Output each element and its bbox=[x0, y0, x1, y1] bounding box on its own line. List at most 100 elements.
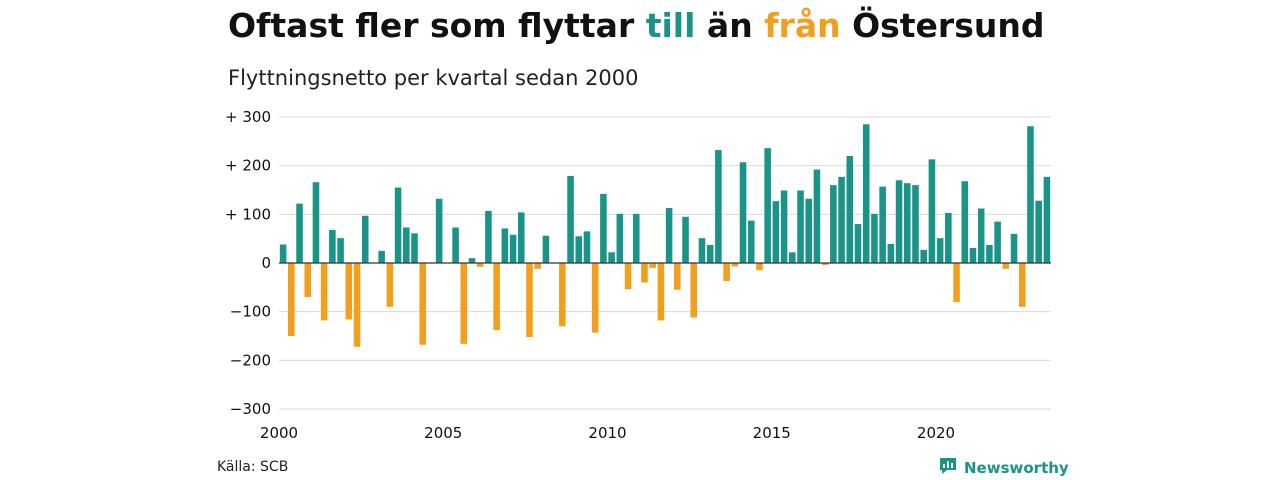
bar-positive bbox=[1027, 126, 1034, 263]
x-tick-label: 2020 bbox=[917, 424, 955, 442]
bar-positive bbox=[813, 169, 821, 263]
bar-negative bbox=[460, 263, 468, 344]
bar-negative bbox=[674, 263, 681, 290]
bar-negative bbox=[320, 263, 328, 321]
bar-positive bbox=[435, 198, 443, 263]
bar-positive bbox=[879, 186, 886, 263]
bar-positive bbox=[764, 148, 771, 263]
y-tick-label: + 300 bbox=[225, 108, 271, 126]
bar-negative bbox=[690, 263, 698, 318]
bar-negative bbox=[419, 263, 427, 345]
y-tick-label: −100 bbox=[230, 303, 271, 321]
chart-subtitle: Flyttningsnetto per kvartal sedan 2000 bbox=[228, 66, 639, 90]
bar-positive bbox=[329, 229, 336, 263]
bar-negative bbox=[731, 263, 739, 267]
bar-positive bbox=[485, 210, 492, 263]
bar-positive bbox=[567, 175, 574, 263]
bar-positive bbox=[501, 228, 509, 263]
x-tick-label: 2005 bbox=[424, 424, 462, 442]
bar-negative bbox=[641, 263, 648, 283]
chart-title: Oftast fler som flyttar till än från Öst… bbox=[228, 6, 1044, 45]
bar-negative bbox=[953, 263, 960, 302]
title-part-3: Östersund bbox=[840, 6, 1045, 45]
bar-positive bbox=[977, 208, 985, 263]
title-part-1: Oftast fler som flyttar bbox=[228, 6, 646, 45]
grid-lines bbox=[279, 116, 1051, 410]
bar-negative bbox=[591, 263, 599, 333]
bar-positive bbox=[600, 193, 607, 263]
bar-negative bbox=[1018, 263, 1026, 307]
bar-positive bbox=[468, 258, 476, 263]
bar-positive bbox=[887, 244, 895, 263]
bar-positive bbox=[747, 220, 755, 263]
bar-positive bbox=[797, 190, 804, 263]
bar-positive bbox=[698, 238, 706, 263]
bar-positive bbox=[920, 249, 927, 263]
bar-negative bbox=[657, 263, 665, 321]
bar-positive bbox=[912, 185, 919, 263]
bar-positive bbox=[961, 181, 969, 263]
bar-positive bbox=[789, 252, 796, 263]
source-note: Källa: SCB bbox=[217, 459, 289, 475]
bar-negative bbox=[534, 263, 541, 269]
bar-positive bbox=[715, 150, 722, 263]
title-part-2: än bbox=[695, 6, 765, 45]
bar-positive bbox=[838, 176, 845, 263]
bar-positive bbox=[862, 124, 870, 263]
bar-negative bbox=[386, 263, 394, 307]
bar-positive bbox=[969, 247, 977, 263]
bar-positive bbox=[361, 215, 369, 263]
bar-positive bbox=[575, 236, 583, 263]
bar-positive bbox=[1043, 176, 1051, 263]
bar-negative bbox=[304, 263, 312, 298]
bar-positive bbox=[805, 198, 813, 263]
bar-positive bbox=[452, 227, 459, 263]
bar-positive bbox=[854, 224, 862, 263]
y-tick-label: −200 bbox=[230, 351, 271, 369]
bars bbox=[279, 124, 1051, 347]
bar-positive bbox=[994, 221, 1001, 263]
bar-positive bbox=[1035, 200, 1042, 263]
x-axis-tick-labels: 2000 2005 2010 2015 2020 bbox=[260, 424, 955, 442]
bar-negative bbox=[1002, 263, 1010, 269]
bar-positive bbox=[1010, 233, 1018, 263]
title-highlight-till: till bbox=[645, 6, 696, 45]
bar-positive bbox=[780, 190, 788, 263]
y-tick-label: −300 bbox=[230, 400, 271, 418]
bar-positive bbox=[608, 252, 615, 263]
bar-positive bbox=[665, 208, 673, 263]
y-axis-tick-labels: + 300 + 200 + 100 0 −100 −200 −300 bbox=[225, 108, 271, 418]
bar-positive bbox=[895, 180, 903, 263]
bar-positive bbox=[583, 231, 591, 263]
x-tick-label: 2000 bbox=[260, 424, 298, 442]
y-tick-label: 0 bbox=[261, 254, 271, 272]
bar-positive bbox=[517, 212, 525, 263]
bar-negative bbox=[559, 263, 566, 327]
bar-positive bbox=[936, 238, 944, 263]
bar-positive bbox=[378, 250, 385, 263]
bar-positive bbox=[337, 238, 344, 263]
newsworthy-logo-icon bbox=[938, 456, 958, 480]
bar-positive bbox=[706, 244, 714, 263]
bar-positive bbox=[632, 213, 640, 263]
x-tick-label: 2010 bbox=[588, 424, 626, 442]
bar-positive bbox=[279, 244, 287, 263]
bar-negative bbox=[821, 263, 829, 265]
y-tick-label: + 100 bbox=[225, 205, 271, 223]
bar-negative bbox=[526, 263, 533, 337]
brand-logo: Newsworthy bbox=[938, 456, 1069, 480]
bar-positive bbox=[509, 234, 517, 263]
brand-name: Newsworthy bbox=[964, 459, 1069, 477]
bar-negative bbox=[649, 263, 656, 268]
bar-negative bbox=[723, 263, 730, 282]
bar-positive bbox=[772, 201, 780, 263]
bar-positive bbox=[682, 216, 689, 263]
bar-negative bbox=[624, 263, 632, 290]
bar-chart: + 300 + 200 + 100 0 −100 −200 −300 2000 2005 201… bbox=[225, 108, 1051, 442]
bar-negative bbox=[476, 263, 484, 267]
bar-positive bbox=[986, 244, 993, 263]
bar-positive bbox=[403, 227, 410, 263]
bar-negative bbox=[353, 263, 361, 347]
bar-positive bbox=[394, 187, 402, 263]
bar-positive bbox=[312, 182, 320, 263]
